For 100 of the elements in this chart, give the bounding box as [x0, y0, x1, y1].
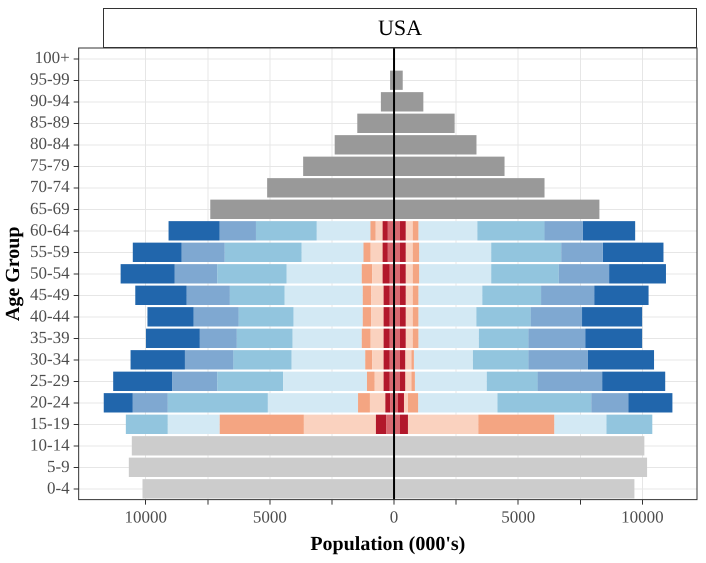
bar — [412, 328, 418, 348]
bar — [400, 328, 406, 348]
bar — [362, 264, 372, 284]
bar — [472, 350, 528, 370]
bar — [602, 242, 664, 262]
bar — [113, 372, 172, 391]
y-tick-label: 5-9 — [46, 456, 70, 476]
bar — [554, 414, 606, 434]
chart-title: USA — [103, 8, 697, 48]
bar — [394, 135, 476, 154]
bar — [372, 264, 383, 284]
bar — [594, 286, 649, 305]
bar — [358, 393, 370, 413]
x-tick-label: 5000 — [252, 507, 287, 526]
y-tick-label: 80-84 — [30, 134, 70, 154]
y-tick-label: 55-59 — [30, 242, 70, 261]
bar — [394, 242, 400, 262]
bar — [412, 242, 420, 262]
bar — [406, 242, 413, 262]
bar — [132, 242, 182, 262]
bar — [582, 221, 636, 240]
bar — [283, 372, 367, 391]
bar — [561, 242, 603, 262]
bar — [181, 242, 225, 262]
bar — [394, 114, 455, 133]
bar — [558, 264, 610, 284]
bar — [386, 414, 394, 434]
bar — [405, 372, 412, 391]
bar — [418, 286, 482, 305]
bar — [362, 328, 370, 348]
bar — [419, 264, 492, 284]
bar — [186, 286, 230, 305]
bar — [120, 264, 175, 284]
bar — [293, 307, 363, 326]
bar — [128, 458, 394, 478]
bar — [394, 436, 644, 456]
bar — [194, 307, 239, 326]
bar — [530, 307, 582, 326]
bar — [357, 114, 394, 133]
bar — [586, 328, 642, 348]
bar — [304, 414, 376, 434]
bar — [371, 286, 384, 305]
bar — [224, 242, 302, 262]
bar — [236, 328, 292, 348]
x-axis-title: Population (000's) — [310, 533, 466, 556]
bar — [405, 350, 412, 370]
bar — [142, 479, 394, 499]
y-tick-label: 25-29 — [30, 370, 70, 390]
bar — [394, 372, 400, 391]
bar — [384, 350, 390, 370]
x-tick-label: 0 — [390, 507, 398, 526]
bar — [104, 393, 133, 413]
bar — [582, 307, 642, 326]
bar — [394, 70, 403, 90]
y-tick-label: 95-99 — [30, 70, 70, 89]
bar — [291, 350, 366, 370]
bar — [491, 264, 559, 284]
y-tick-label: 20-24 — [30, 392, 70, 412]
bar — [370, 328, 384, 348]
bar — [230, 286, 285, 305]
bar — [217, 264, 287, 284]
bar — [394, 350, 400, 370]
x-tick-label: 5000 — [501, 507, 536, 526]
bar — [394, 479, 634, 499]
y-tick-label: 70-74 — [30, 177, 70, 196]
y-tick-label: 60-64 — [30, 220, 70, 240]
bar — [404, 393, 408, 413]
bar — [628, 393, 672, 413]
bar — [408, 393, 418, 413]
bar — [334, 135, 394, 154]
bar — [366, 372, 375, 391]
bar — [130, 350, 185, 370]
bar — [400, 242, 406, 262]
bar — [394, 307, 400, 326]
bar — [316, 221, 370, 240]
bar — [400, 350, 406, 370]
bar — [406, 307, 413, 326]
bar — [400, 264, 406, 284]
bar — [217, 372, 284, 391]
bar — [376, 414, 386, 434]
bar — [384, 372, 390, 391]
bar — [168, 221, 220, 240]
bar — [168, 414, 220, 434]
bar — [538, 372, 602, 391]
bar — [146, 328, 200, 348]
y-axis-title: Age Group — [2, 226, 24, 322]
bar — [382, 242, 388, 262]
y-tick-label: 30-34 — [30, 349, 70, 368]
bar — [406, 264, 413, 284]
bar — [477, 221, 545, 240]
bar — [394, 221, 400, 240]
bar — [174, 264, 218, 284]
bar — [372, 350, 384, 370]
bar — [400, 307, 406, 326]
bar — [497, 393, 592, 413]
bar — [478, 328, 528, 348]
y-tick-label: 15-19 — [30, 414, 70, 433]
bar — [406, 221, 413, 240]
bar — [408, 414, 478, 434]
y-tick-label: 0-4 — [46, 478, 70, 498]
